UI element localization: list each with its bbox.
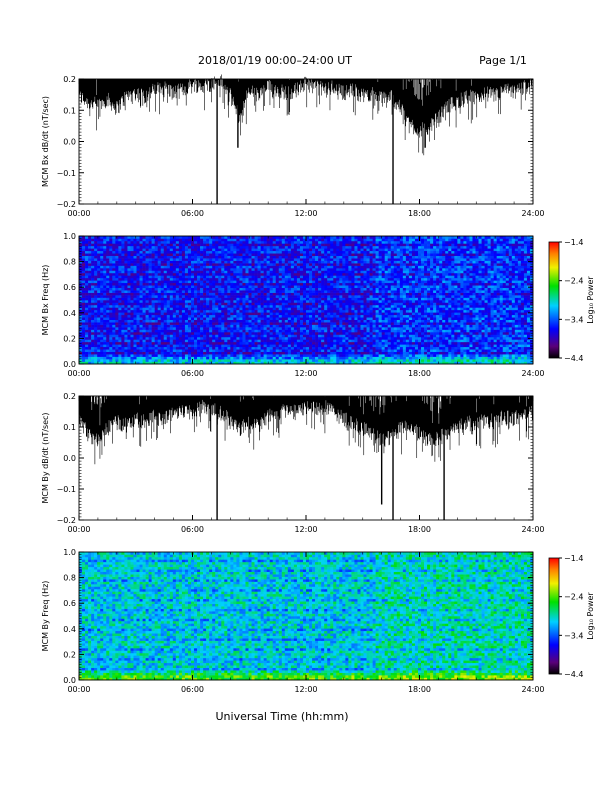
y-tick-label: 0.6 bbox=[63, 599, 76, 608]
x-tick-label: 18:00 bbox=[408, 685, 431, 694]
colorbar bbox=[548, 557, 560, 675]
colorbar-tick-label: −1.4 bbox=[564, 554, 583, 563]
colorbar-tick-label: −3.4 bbox=[564, 315, 583, 324]
x-tick-label: 12:00 bbox=[294, 685, 317, 694]
colorbar-label: Log₁₀ Power bbox=[586, 592, 595, 640]
page-title: 2018/01/19 00:00–24:00 UT bbox=[198, 54, 352, 67]
y-tick-label: 0.1 bbox=[63, 423, 76, 432]
y-tick-label: −0.1 bbox=[57, 169, 76, 178]
x-tick-label: 12:00 bbox=[294, 525, 317, 534]
y-tick-label: 0.2 bbox=[63, 334, 76, 343]
x-tick-label: 00:00 bbox=[67, 525, 90, 534]
y-tick-label: 0.0 bbox=[63, 454, 76, 463]
y-tick-label: 1.0 bbox=[63, 548, 76, 557]
x-tick-label: 12:00 bbox=[294, 209, 317, 218]
spectrogram-heatmap bbox=[79, 552, 534, 681]
spectrogram-heatmap bbox=[79, 236, 534, 365]
y-axis-label: MCM By Freq (Hz) bbox=[41, 581, 50, 652]
colorbar bbox=[548, 241, 560, 359]
colorbar-tick-label: −2.4 bbox=[564, 593, 583, 602]
x-tick-label: 18:00 bbox=[408, 209, 431, 218]
x-tick-label: 24:00 bbox=[521, 209, 544, 218]
x-tick-label: 00:00 bbox=[67, 209, 90, 218]
y-tick-label: 0.4 bbox=[63, 309, 76, 318]
y-axis-label: MCM Bx Freq (Hz) bbox=[41, 265, 50, 336]
dbdt-trace bbox=[78, 396, 534, 465]
colorbar-label: Log₁₀ Power bbox=[586, 276, 595, 324]
panel-4: −1.4 −2.4 −3.4 −4.4 Log₁₀ Power 1.0 0.8 0.6 0.4 0… bbox=[41, 548, 595, 694]
y-axis-label: MCM By dB/dt (nT/sec) bbox=[41, 412, 50, 503]
x-tick-label: 12:00 bbox=[294, 369, 317, 378]
y-tick-label: 0.2 bbox=[63, 75, 76, 84]
colorbar-tick-label: −3.4 bbox=[564, 631, 583, 640]
x-tick-label: 06:00 bbox=[181, 685, 204, 694]
x-tick-label: 00:00 bbox=[67, 685, 90, 694]
colorbar-tick-label: −2.4 bbox=[564, 277, 583, 286]
y-tick-label: 0.0 bbox=[63, 138, 76, 147]
dbdt-trace bbox=[78, 74, 534, 156]
x-tick-label: 18:00 bbox=[408, 525, 431, 534]
y-tick-label: 0.2 bbox=[63, 650, 76, 659]
colorbar-tick-label: −4.4 bbox=[564, 670, 583, 679]
y-axis-label: MCM Bx dB/dt (nT/sec) bbox=[41, 96, 50, 187]
y-tick-label: 1.0 bbox=[63, 232, 76, 241]
y-tick-label: 0.6 bbox=[63, 283, 76, 292]
y-tick-label: 0.0 bbox=[63, 360, 76, 369]
y-tick-label: 0.2 bbox=[63, 392, 76, 401]
x-tick-label: 24:00 bbox=[521, 525, 544, 534]
x-tick-label: 24:00 bbox=[521, 369, 544, 378]
x-tick-label: 24:00 bbox=[521, 685, 544, 694]
x-axis-title: Universal Time (hh:mm) bbox=[216, 710, 349, 723]
panel-1: 0.2 0.1 0.0 −0.1 −0.200:00 06:00 12:00 18:00 24:… bbox=[41, 74, 545, 218]
y-tick-label: 0.8 bbox=[63, 258, 76, 267]
x-tick-label: 18:00 bbox=[408, 369, 431, 378]
y-tick-label: −0.2 bbox=[57, 200, 76, 209]
panel-2: −1.4 −2.4 −3.4 −4.4 Log₁₀ Power 1.0 0.8 0.6 0.4 0… bbox=[41, 232, 595, 378]
y-tick-label: 0.4 bbox=[63, 625, 76, 634]
x-tick-label: 06:00 bbox=[181, 209, 204, 218]
y-tick-label: −0.2 bbox=[57, 516, 76, 525]
x-tick-label: 00:00 bbox=[67, 369, 90, 378]
y-tick-label: 0.1 bbox=[63, 106, 76, 115]
colorbar-tick-label: −4.4 bbox=[564, 354, 583, 363]
x-tick-label: 06:00 bbox=[181, 525, 204, 534]
page-number: Page 1/1 bbox=[479, 54, 527, 67]
colorbar-tick-label: −1.4 bbox=[564, 238, 583, 247]
x-tick-label: 06:00 bbox=[181, 369, 204, 378]
y-tick-label: −0.1 bbox=[57, 485, 76, 494]
panel-3: 0.2 0.1 0.0 −0.1 −0.200:00 06:00 12:00 18:00 24:… bbox=[41, 392, 545, 534]
y-tick-label: 0.8 bbox=[63, 574, 76, 583]
y-tick-label: 0.0 bbox=[63, 676, 76, 685]
